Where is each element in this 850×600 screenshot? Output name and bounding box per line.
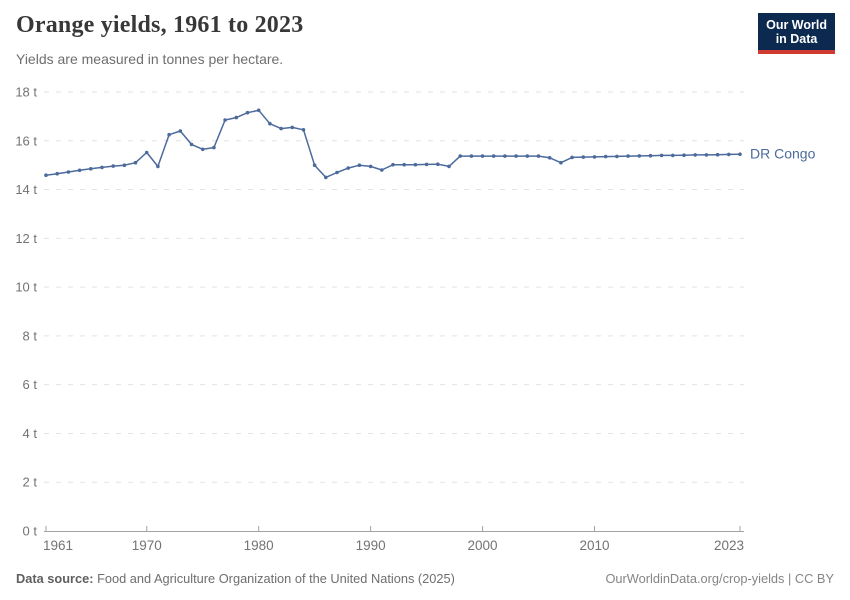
data-point[interactable] <box>301 128 306 132</box>
footer-source: Data source: Food and Agriculture Organi… <box>16 571 455 586</box>
data-point[interactable] <box>279 126 283 131</box>
data-point[interactable] <box>424 162 429 167</box>
data-point[interactable] <box>559 160 563 165</box>
y-tick-label: 16 t <box>15 133 37 148</box>
x-tick-label: 1990 <box>356 538 386 553</box>
data-point[interactable] <box>212 145 216 150</box>
y-tick-label: 18 t <box>15 85 37 100</box>
data-point[interactable] <box>89 167 93 171</box>
data-point[interactable] <box>111 164 115 168</box>
data-point[interactable] <box>357 163 362 167</box>
data-point[interactable] <box>491 154 496 158</box>
y-tick-label: 0 t <box>23 524 38 539</box>
data-point[interactable] <box>682 153 686 157</box>
data-point[interactable] <box>55 171 59 176</box>
data-point[interactable] <box>693 153 697 157</box>
data-point[interactable] <box>144 150 149 155</box>
footer-credit-link[interactable]: OurWorldinData.org/crop-yields | CC BY <box>605 571 834 586</box>
data-point[interactable] <box>436 162 440 166</box>
data-point[interactable] <box>223 118 227 122</box>
data-point[interactable] <box>570 155 574 160</box>
y-tick-label: 8 t <box>23 328 38 343</box>
x-tick-label: 1961 <box>43 538 73 553</box>
data-point[interactable] <box>402 162 407 167</box>
data-point[interactable] <box>200 147 205 152</box>
data-point[interactable] <box>290 125 295 130</box>
x-tick-label: 1970 <box>132 538 162 553</box>
footer-source-text: Food and Agriculture Organization of the… <box>93 571 455 586</box>
owid-logo-line1: Our World <box>766 18 827 32</box>
data-point[interactable] <box>368 164 373 169</box>
data-point[interactable] <box>167 132 171 137</box>
data-point[interactable] <box>659 153 664 158</box>
data-point[interactable] <box>391 162 395 167</box>
data-point[interactable] <box>514 154 518 158</box>
data-point[interactable] <box>581 155 586 159</box>
data-point[interactable] <box>156 164 160 169</box>
data-point[interactable] <box>603 154 608 159</box>
series-label[interactable]: DR Congo <box>750 146 816 162</box>
data-point[interactable] <box>335 170 339 175</box>
chart-footer: Data source: Food and Agriculture Organi… <box>16 571 834 586</box>
data-point[interactable] <box>592 155 597 159</box>
data-point[interactable] <box>503 154 507 158</box>
data-point[interactable] <box>615 154 619 159</box>
y-tick-label: 2 t <box>23 475 38 490</box>
data-point[interactable] <box>380 168 384 172</box>
data-point[interactable] <box>671 153 675 158</box>
data-point[interactable] <box>480 154 485 158</box>
data-point[interactable] <box>648 153 653 158</box>
data-point[interactable] <box>704 153 709 157</box>
data-point[interactable] <box>547 156 552 160</box>
y-tick-label: 6 t <box>23 377 38 392</box>
y-tick-label: 10 t <box>15 280 37 295</box>
owid-logo[interactable]: Our World in Data <box>758 13 835 54</box>
data-point[interactable] <box>312 163 317 167</box>
data-point[interactable] <box>536 154 541 158</box>
data-point[interactable] <box>626 154 630 158</box>
data-point[interactable] <box>525 154 530 158</box>
data-point[interactable] <box>245 110 250 115</box>
data-point[interactable] <box>458 154 463 158</box>
data-point[interactable] <box>447 164 451 169</box>
data-point[interactable] <box>256 108 261 113</box>
data-point[interactable] <box>178 129 183 133</box>
y-tick-label: 14 t <box>15 182 37 197</box>
data-point[interactable] <box>469 154 474 158</box>
data-point[interactable] <box>44 173 48 177</box>
series-line[interactable] <box>45 109 741 179</box>
x-tick-label: 1980 <box>244 538 274 553</box>
y-tick-label: 4 t <box>23 426 38 441</box>
page-subtitle: Yields are measured in tonnes per hectar… <box>16 51 284 67</box>
data-point[interactable] <box>66 170 71 174</box>
x-tick-label: 2000 <box>468 538 498 553</box>
data-point[interactable] <box>727 152 731 157</box>
data-point[interactable] <box>324 175 328 180</box>
data-point[interactable] <box>133 160 138 165</box>
x-tick-label: 2010 <box>579 538 609 553</box>
x-tick-label: 2023 <box>714 538 744 553</box>
data-point[interactable] <box>268 121 272 126</box>
data-point[interactable] <box>346 166 351 170</box>
data-point[interactable] <box>715 152 720 157</box>
footer-source-label: Data source: <box>16 571 94 586</box>
data-point[interactable] <box>413 162 418 167</box>
owid-logo-line2: in Data <box>775 32 818 46</box>
data-point[interactable] <box>234 115 239 120</box>
data-point[interactable] <box>77 168 82 173</box>
data-point[interactable] <box>100 165 104 170</box>
data-point[interactable] <box>122 163 127 167</box>
y-tick-label: 12 t <box>15 231 37 246</box>
data-point[interactable] <box>738 152 742 156</box>
data-point[interactable] <box>637 154 642 158</box>
data-point[interactable] <box>189 142 194 147</box>
page-title: Orange yields, 1961 to 2023 <box>16 12 304 38</box>
